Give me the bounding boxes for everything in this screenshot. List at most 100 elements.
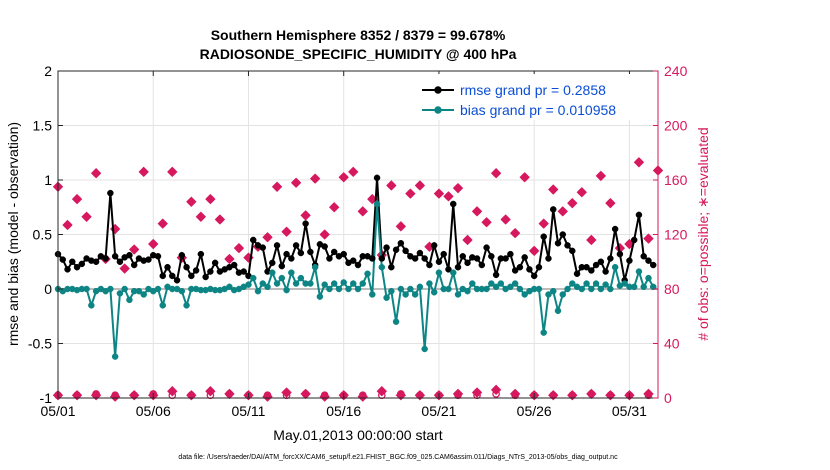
bias-point-91 <box>488 280 495 287</box>
legend-marker-0 <box>434 86 442 94</box>
obs-evaluated-marker-1-4-shape <box>90 168 102 179</box>
rmse-point-62 <box>349 257 357 264</box>
obs-evaluated-marker-2-8-shape <box>205 386 216 397</box>
rmse-point-117 <box>611 225 619 233</box>
obs-evaluated-marker-1-41-shape <box>443 191 454 202</box>
obs-evaluated-marker-1-58-shape <box>605 198 616 209</box>
rmse-point-50 <box>292 242 300 249</box>
bias-point-54 <box>311 263 319 271</box>
rmse-point-41 <box>249 236 257 244</box>
rmse-point-91 <box>488 253 495 260</box>
bias-point-47 <box>278 274 286 282</box>
bias-point-73 <box>402 291 409 298</box>
rmse-point-120 <box>626 257 633 264</box>
obs-evaluated-marker-1-43 <box>462 234 473 246</box>
rmse-point-22 <box>159 272 167 280</box>
bias-point-92 <box>492 283 500 291</box>
rmse-point-39 <box>240 268 247 275</box>
x-axis-label: May.01,2013 00:00:00 start <box>273 427 443 443</box>
obs-evaluated-marker-1-41 <box>443 191 454 202</box>
obs-evaluated-marker-1-25 <box>290 177 302 188</box>
bias-point-45 <box>269 269 276 276</box>
rmse-point-30 <box>197 250 205 258</box>
bias-point-6 <box>83 285 90 293</box>
rmse-point-25 <box>173 277 181 284</box>
obs-evaluated-marker-1-17-shape <box>214 214 226 225</box>
rmse-point-2 <box>64 266 71 273</box>
bias-point-50 <box>292 280 300 287</box>
rmse-point-122 <box>635 211 643 219</box>
obs-evaluated-marker-1-7 <box>119 263 130 274</box>
rmse-point-86 <box>464 259 471 267</box>
bias-point-56 <box>321 281 328 288</box>
obs-evaluated-marker-1-45 <box>481 217 492 228</box>
obs-evaluated-marker-1-53 <box>557 206 568 217</box>
obs-evaluated-marker-1-26 <box>300 210 311 221</box>
bias-point-96 <box>511 280 519 287</box>
obs-evaluated-marker-2-13-shape <box>300 388 311 400</box>
bias-point-18 <box>140 291 147 298</box>
y-right-tick-label-4: 160 <box>664 172 688 188</box>
obs-evaluated-marker-1-10 <box>148 238 159 250</box>
bias-point-115 <box>602 281 609 288</box>
bias-point-21 <box>154 285 162 293</box>
bias-point-42 <box>254 287 262 295</box>
obs-evaluated-marker-1-36-shape <box>395 221 407 232</box>
bias-point-113 <box>592 280 600 287</box>
rmse-point-63 <box>354 261 362 269</box>
rmse-point-68 <box>378 255 386 262</box>
obs-evaluated-marker-1-45-shape <box>481 217 492 228</box>
rmse-point-15 <box>126 251 133 259</box>
rmse-point-11 <box>107 189 114 197</box>
bias-point-66 <box>369 291 376 298</box>
rmse-point-107 <box>564 242 571 249</box>
series-markers <box>54 174 657 360</box>
obs-evaluated-marker-1-48-shape <box>509 227 521 239</box>
bias-point-51 <box>297 274 305 282</box>
rmse-point-88 <box>473 255 481 262</box>
bias-point-83 <box>449 269 457 276</box>
obs-evaluated-marker-2-16-shape <box>357 391 368 402</box>
bias-point-97 <box>516 285 524 293</box>
bias-point-112 <box>588 285 595 293</box>
rmse-point-73 <box>402 247 409 255</box>
obs-evaluated-marker-2-9 <box>224 388 235 400</box>
bias-point-76 <box>416 283 424 291</box>
bias-point-125 <box>649 283 657 291</box>
rmse-point-13 <box>116 258 124 265</box>
obs-evaluated-marker-1-49 <box>519 172 530 183</box>
chart-title: Southern Hemisphere 8352 / 8379 = 99.678… <box>211 27 506 43</box>
rmse-point-125 <box>649 261 657 269</box>
rmse-point-67 <box>373 174 381 182</box>
y-right-tick-label-0: 0 <box>664 390 672 406</box>
obs-evaluated-marker-1-35 <box>386 180 397 191</box>
bias-point-57 <box>326 285 333 293</box>
rmse-point-57 <box>326 255 333 262</box>
rmse-point-95 <box>507 250 514 258</box>
rmse-point-70 <box>388 263 395 271</box>
obs-evaluated-marker-1-23 <box>271 181 283 192</box>
obs-evaluated-marker-2-11 <box>262 391 273 402</box>
obs-evaluated-marker-1-62 <box>643 233 654 244</box>
bias-point-13 <box>116 290 124 297</box>
rmse-point-10 <box>102 255 109 262</box>
bias-point-71 <box>392 318 400 325</box>
rmse-point-77 <box>421 255 428 262</box>
bias-point-78 <box>426 280 433 287</box>
obs-evaluated-marker-1-42 <box>452 183 464 194</box>
obs-evaluated-marker-1-9 <box>138 166 149 177</box>
rmse-point-96 <box>511 267 519 274</box>
rmse-point-71 <box>392 246 400 254</box>
obs-evaluated-marker-1-62-shape <box>643 233 654 244</box>
bias-point-105 <box>554 307 562 315</box>
legend-box <box>414 74 654 120</box>
obs-evaluated-marker-2-17 <box>376 386 387 397</box>
obs-evaluated-marker-1-2-shape <box>71 193 83 205</box>
y-left-tick-label-3: 0.5 <box>33 227 53 243</box>
obs-evaluated-marker-2-12 <box>281 387 292 398</box>
y-left-tick-label-2: 0 <box>44 281 52 297</box>
obs-evaluated-marker-1-25-shape <box>290 177 302 188</box>
bias-point-93 <box>497 280 505 287</box>
bias-point-79 <box>430 289 438 296</box>
obs-evaluated-marker-1-1 <box>62 219 73 231</box>
